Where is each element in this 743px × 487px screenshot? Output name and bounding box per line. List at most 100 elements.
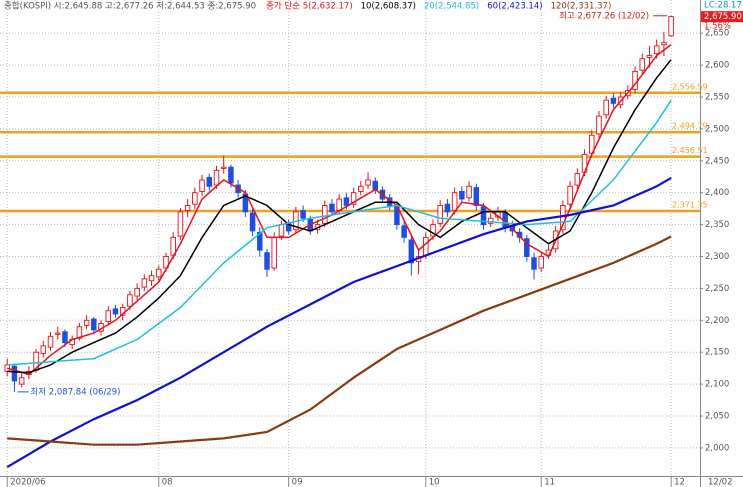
candle-body <box>444 203 451 213</box>
candle-body <box>560 205 566 231</box>
y-tick-label: 2,400 <box>705 188 729 198</box>
y-tick-label: 2,600 <box>705 61 729 71</box>
candle-body <box>646 55 653 58</box>
candle-body <box>257 231 263 251</box>
candle-body <box>91 318 97 331</box>
y-tick-label: 2,250 <box>705 284 729 294</box>
plot <box>0 0 700 476</box>
candle-body <box>156 268 162 278</box>
candle-body <box>18 377 25 385</box>
annotation: 최저 2,087.84 (06/29) <box>30 386 120 397</box>
y-tick-label: 2,200 <box>705 316 729 326</box>
candle-body <box>430 224 436 237</box>
y-tick-label: 2,550 <box>705 92 729 102</box>
candle-body <box>423 236 429 256</box>
candle-body <box>206 176 213 187</box>
y-tick-label: 2,300 <box>705 252 729 262</box>
level-label: 2,494.79 <box>672 122 708 131</box>
candle-body <box>466 185 472 199</box>
ma-line <box>7 99 672 366</box>
y-tick-label: 2,150 <box>705 348 729 358</box>
candle-body <box>300 210 306 219</box>
chart-title: 종합(KOSPI) 시:2,645.88 고:2,677.26 저:2,644.… <box>4 2 256 12</box>
candle-body <box>192 192 198 205</box>
candle-body <box>401 225 407 238</box>
legend-entry: 60(2,423.14) <box>487 2 542 12</box>
candle-body <box>603 99 609 116</box>
candle-body <box>596 115 602 135</box>
y-tick-label: 2,350 <box>705 220 729 230</box>
ma-line <box>7 235 672 446</box>
x-tick-label: 10 <box>429 478 440 487</box>
candle-body <box>148 275 155 282</box>
ma-line <box>6 176 672 469</box>
candle-body <box>264 252 270 270</box>
x-tick-label: 12 <box>674 478 685 487</box>
y-tick-label: 2,450 <box>705 156 729 166</box>
candle-body <box>177 211 184 237</box>
candle-body <box>199 179 205 192</box>
candle-body <box>574 173 581 186</box>
candle-body <box>271 236 277 269</box>
x-tick-label: 11 <box>544 478 555 487</box>
candle-body <box>220 166 227 169</box>
legend-entry: 10(2,608.37) <box>361 2 416 12</box>
x-tick-label: 09 <box>292 478 303 487</box>
cursor-date: 12/02 <box>708 478 733 487</box>
candle-body <box>531 257 537 270</box>
candle-body <box>134 287 140 297</box>
candle-body <box>610 97 617 104</box>
candle-body <box>408 239 415 264</box>
ma-line <box>7 59 672 374</box>
candle-body <box>11 365 18 382</box>
y-tick-label: 2,100 <box>705 380 729 390</box>
candle-body <box>668 16 674 37</box>
candle-body <box>329 203 335 213</box>
candle-body <box>538 256 544 269</box>
candle-body <box>321 205 328 224</box>
change: 1.56% <box>704 22 731 32</box>
candle-body <box>213 169 220 186</box>
candle-body <box>141 278 148 288</box>
candle-body <box>653 45 660 55</box>
candle-body <box>661 42 667 46</box>
candle-body <box>343 197 350 206</box>
candle-body <box>228 166 234 184</box>
candle-body <box>567 185 573 205</box>
candle-body <box>480 206 487 226</box>
candle-body <box>524 238 530 257</box>
price-box <box>701 11 743 23</box>
y-tick-label: 2,000 <box>705 443 729 453</box>
indicator: LC:28.17 <box>704 1 742 11</box>
candle-body <box>47 335 54 348</box>
y-tick-label: 2,650 <box>705 29 729 39</box>
candle-body <box>184 205 191 212</box>
y-tick-label: 2,050 <box>705 412 729 422</box>
candle-body <box>336 198 342 212</box>
legend-entry: 120(2,331.37) <box>551 2 612 12</box>
x-tick-label: 08 <box>162 478 173 487</box>
candle-body <box>487 217 494 224</box>
candle-body <box>473 187 480 206</box>
candle-body <box>249 212 256 232</box>
candle-body <box>365 179 371 186</box>
legend-entry: 종가 단순 5(2,632.17) <box>266 1 353 12</box>
candle-body <box>451 192 458 212</box>
candle-body <box>437 205 443 224</box>
candle-body <box>62 331 68 344</box>
annotation: 최고 2,677.26 (12/02) <box>559 10 649 21</box>
legend-entry: 20(2,544.85) <box>424 2 479 12</box>
candle-body <box>350 192 357 205</box>
candle-body <box>54 332 61 335</box>
candle-body <box>76 326 83 339</box>
candle-body <box>105 310 111 323</box>
level-label: 2,456.51 <box>672 146 708 155</box>
candle-body <box>372 180 379 190</box>
candle-body <box>40 345 47 354</box>
candle-body <box>127 294 133 307</box>
candle-body <box>83 319 90 326</box>
candle-body <box>358 185 364 192</box>
candle-body <box>459 190 465 200</box>
